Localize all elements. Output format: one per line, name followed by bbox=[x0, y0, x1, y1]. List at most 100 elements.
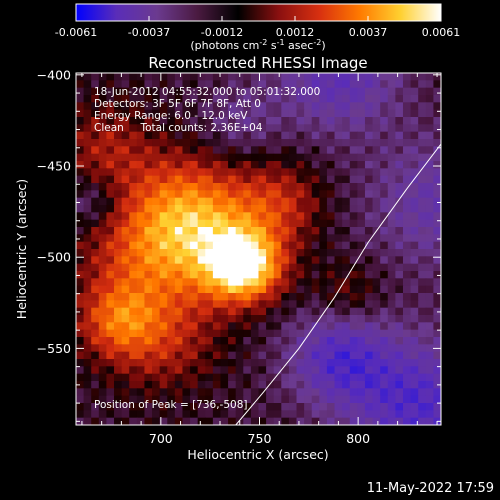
heatmap-cell bbox=[98, 307, 108, 316]
heatmap-cell bbox=[91, 102, 100, 111]
heatmap-cell bbox=[304, 293, 313, 301]
heatmap-cell bbox=[205, 73, 214, 81]
heatmap-cell bbox=[129, 183, 138, 191]
heatmap-cell bbox=[402, 87, 412, 96]
heatmap-cell bbox=[250, 256, 260, 265]
heatmap-cell bbox=[174, 161, 184, 169]
heatmap-cell bbox=[174, 73, 184, 81]
heatmap-cell bbox=[364, 256, 374, 265]
heatmap-cell bbox=[387, 315, 396, 323]
heatmap-cell bbox=[190, 205, 199, 213]
heatmap-cell bbox=[304, 256, 313, 265]
heatmap-cell bbox=[129, 410, 138, 419]
heatmap-cell bbox=[311, 329, 320, 338]
heatmap-cell bbox=[258, 219, 267, 228]
heatmap-cell bbox=[349, 153, 358, 162]
heatmap-cell bbox=[212, 80, 222, 89]
heatmap-cell bbox=[136, 351, 146, 360]
heatmap-cell bbox=[425, 395, 434, 404]
heatmap-cell bbox=[364, 87, 374, 96]
heatmap-cell bbox=[349, 373, 358, 382]
heatmap-cell bbox=[243, 359, 252, 367]
heatmap-cell bbox=[106, 153, 115, 162]
heatmap-cell bbox=[395, 161, 404, 169]
heatmap-cell bbox=[159, 395, 168, 404]
heatmap-cell bbox=[326, 234, 336, 243]
heatmap-cell bbox=[326, 190, 336, 199]
heatmap-cell bbox=[167, 344, 176, 353]
heatmap-cell bbox=[197, 87, 206, 96]
heatmap-cell bbox=[387, 373, 396, 382]
heatmap-cell bbox=[228, 234, 237, 243]
heatmap-cell bbox=[281, 351, 290, 360]
heatmap-cell bbox=[319, 373, 328, 382]
heatmap-cell bbox=[152, 381, 161, 389]
heatmap-cell bbox=[167, 109, 176, 118]
heatmap-cell bbox=[98, 219, 108, 228]
heatmap-cell bbox=[334, 307, 343, 316]
heatmap-cell bbox=[433, 212, 441, 221]
heatmap-cell bbox=[266, 293, 275, 301]
heatmap-cell bbox=[212, 381, 222, 389]
heatmap-cell bbox=[121, 131, 130, 140]
heatmap-cell bbox=[296, 175, 305, 184]
heatmap-cell bbox=[83, 293, 92, 301]
heatmap-cell bbox=[273, 190, 282, 199]
observation-annotation: 18-Jun-2012 04:55:32.000 to 05:01:32.000… bbox=[94, 86, 320, 134]
heatmap-cell bbox=[326, 395, 336, 404]
heatmap-cell bbox=[205, 117, 214, 125]
heatmap-cell bbox=[243, 381, 252, 389]
heatmap-cell bbox=[129, 359, 138, 367]
heatmap-cell bbox=[205, 234, 214, 243]
heatmap-cell bbox=[98, 351, 108, 360]
heatmap-cell bbox=[342, 337, 351, 345]
heatmap-cell bbox=[288, 197, 298, 206]
heatmap-cell bbox=[167, 278, 176, 287]
heatmap-cell bbox=[136, 263, 146, 272]
heatmap-cell bbox=[387, 212, 396, 221]
heatmap-cell bbox=[129, 139, 138, 147]
heatmap-cell bbox=[167, 359, 176, 367]
heatmap-cell bbox=[380, 300, 389, 309]
heatmap-cell bbox=[212, 124, 222, 133]
heatmap-cell bbox=[152, 131, 161, 140]
heatmap-cell bbox=[98, 73, 108, 81]
heatmap-cell bbox=[349, 168, 358, 177]
heatmap-cell bbox=[281, 109, 290, 118]
heatmap-cell bbox=[319, 146, 328, 155]
heatmap-cell bbox=[114, 373, 123, 382]
heatmap-cell bbox=[129, 256, 138, 265]
heatmap-cell bbox=[357, 117, 366, 125]
heatmap-cell bbox=[364, 161, 374, 169]
heatmap-cell bbox=[281, 403, 290, 411]
heatmap-cell bbox=[410, 366, 419, 375]
heatmap-cell bbox=[91, 161, 100, 169]
heatmap-cell bbox=[273, 315, 282, 323]
heatmap-cell bbox=[334, 366, 343, 375]
heatmap-cell bbox=[334, 168, 343, 177]
heatmap-cell bbox=[288, 263, 298, 272]
heatmap-cell bbox=[288, 337, 298, 345]
heatmap-cell bbox=[387, 344, 396, 353]
heatmap-cell bbox=[144, 329, 153, 338]
heatmap-cell bbox=[357, 197, 366, 206]
heatmap-cell bbox=[304, 315, 313, 323]
heatmap-cell bbox=[220, 161, 229, 169]
heatmap-cell bbox=[98, 190, 108, 199]
heatmap-cell bbox=[266, 241, 275, 250]
heatmap-cell bbox=[212, 87, 222, 96]
heatmap-cell bbox=[129, 351, 138, 360]
heatmap-cell bbox=[380, 322, 389, 331]
heatmap-cell bbox=[334, 315, 343, 323]
heatmap-cell bbox=[144, 241, 153, 250]
heatmap-cell bbox=[296, 271, 305, 279]
heatmap-cell bbox=[129, 124, 138, 133]
heatmap-cell bbox=[136, 234, 146, 243]
heatmap-cell bbox=[174, 307, 184, 316]
heatmap-cell bbox=[311, 80, 320, 89]
heatmap-cell bbox=[425, 410, 434, 419]
heatmap-cell bbox=[296, 381, 305, 389]
heatmap-cell bbox=[152, 344, 161, 353]
heatmap-cell bbox=[159, 95, 168, 103]
heatmap-cell bbox=[91, 307, 100, 316]
